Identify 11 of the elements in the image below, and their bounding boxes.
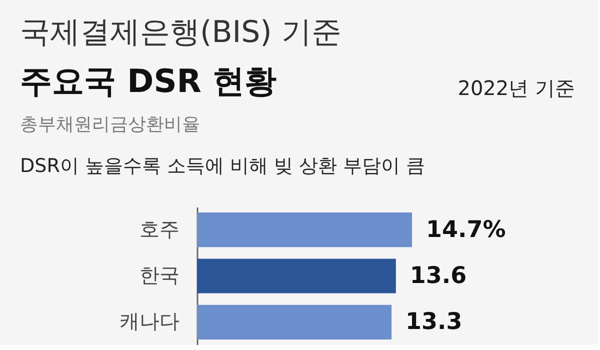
text: DSR이 높을수록 소득에 비해 빚 상환 부담이 큼: [20, 155, 426, 177]
chart-subtitle: 총부채원리금상환비율: [20, 114, 200, 135]
text: 주요국 DSR 현황: [20, 62, 277, 100]
text: 2022년 기준: [458, 76, 575, 100]
data-label: 13.6: [410, 263, 467, 289]
y-tick-label: 캐나다: [120, 309, 180, 334]
data-label: 14.7%: [426, 216, 506, 243]
text: 국제결제은행(BIS) 기준: [20, 15, 342, 50]
y-tick-label: 한국: [140, 263, 180, 287]
y-tick-label: 호주: [140, 216, 180, 241]
data-label: 13.3: [406, 309, 462, 336]
